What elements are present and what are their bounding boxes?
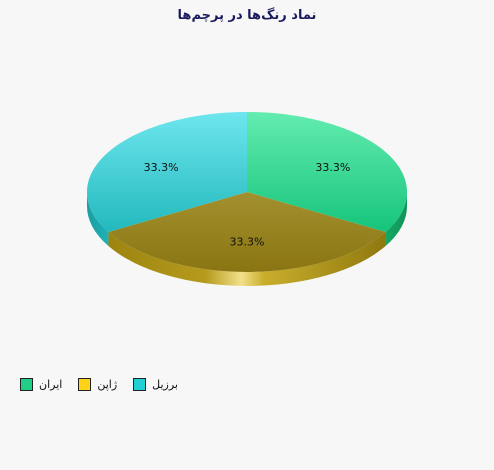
legend-swatch-iran: [20, 378, 33, 391]
pie-slice-brazil[interactable]: [87, 112, 247, 232]
pie-side-iran: [385, 192, 407, 246]
slice-label-iran: 33.3%: [315, 161, 350, 174]
pie-slice-japan[interactable]: [108, 192, 386, 272]
pie-side-brazil: [87, 192, 109, 246]
legend-label-iran: ایران: [39, 378, 63, 391]
legend-item-iran[interactable]: ایران: [20, 378, 62, 391]
pie-slice-iran[interactable]: [247, 112, 407, 232]
chart-title: نماد رنگ‌ها در پرچم‌ها: [177, 8, 317, 23]
slice-label-brazil: 33.3%: [144, 161, 179, 174]
chart-legend: ایران ژاپن برزیل: [20, 378, 178, 391]
legend-swatch-japan: [78, 378, 92, 391]
legend-label-brazil: برزیل: [152, 378, 178, 391]
slice-label-japan: 33.3%: [230, 236, 265, 249]
legend-item-brazil[interactable]: برزیل: [133, 378, 178, 391]
legend-item-japan[interactable]: ژاپن: [78, 378, 117, 391]
legend-swatch-brazil: [133, 378, 147, 391]
legend-label-japan: ژاپن: [97, 378, 118, 391]
pie-side-japan: [108, 232, 386, 286]
